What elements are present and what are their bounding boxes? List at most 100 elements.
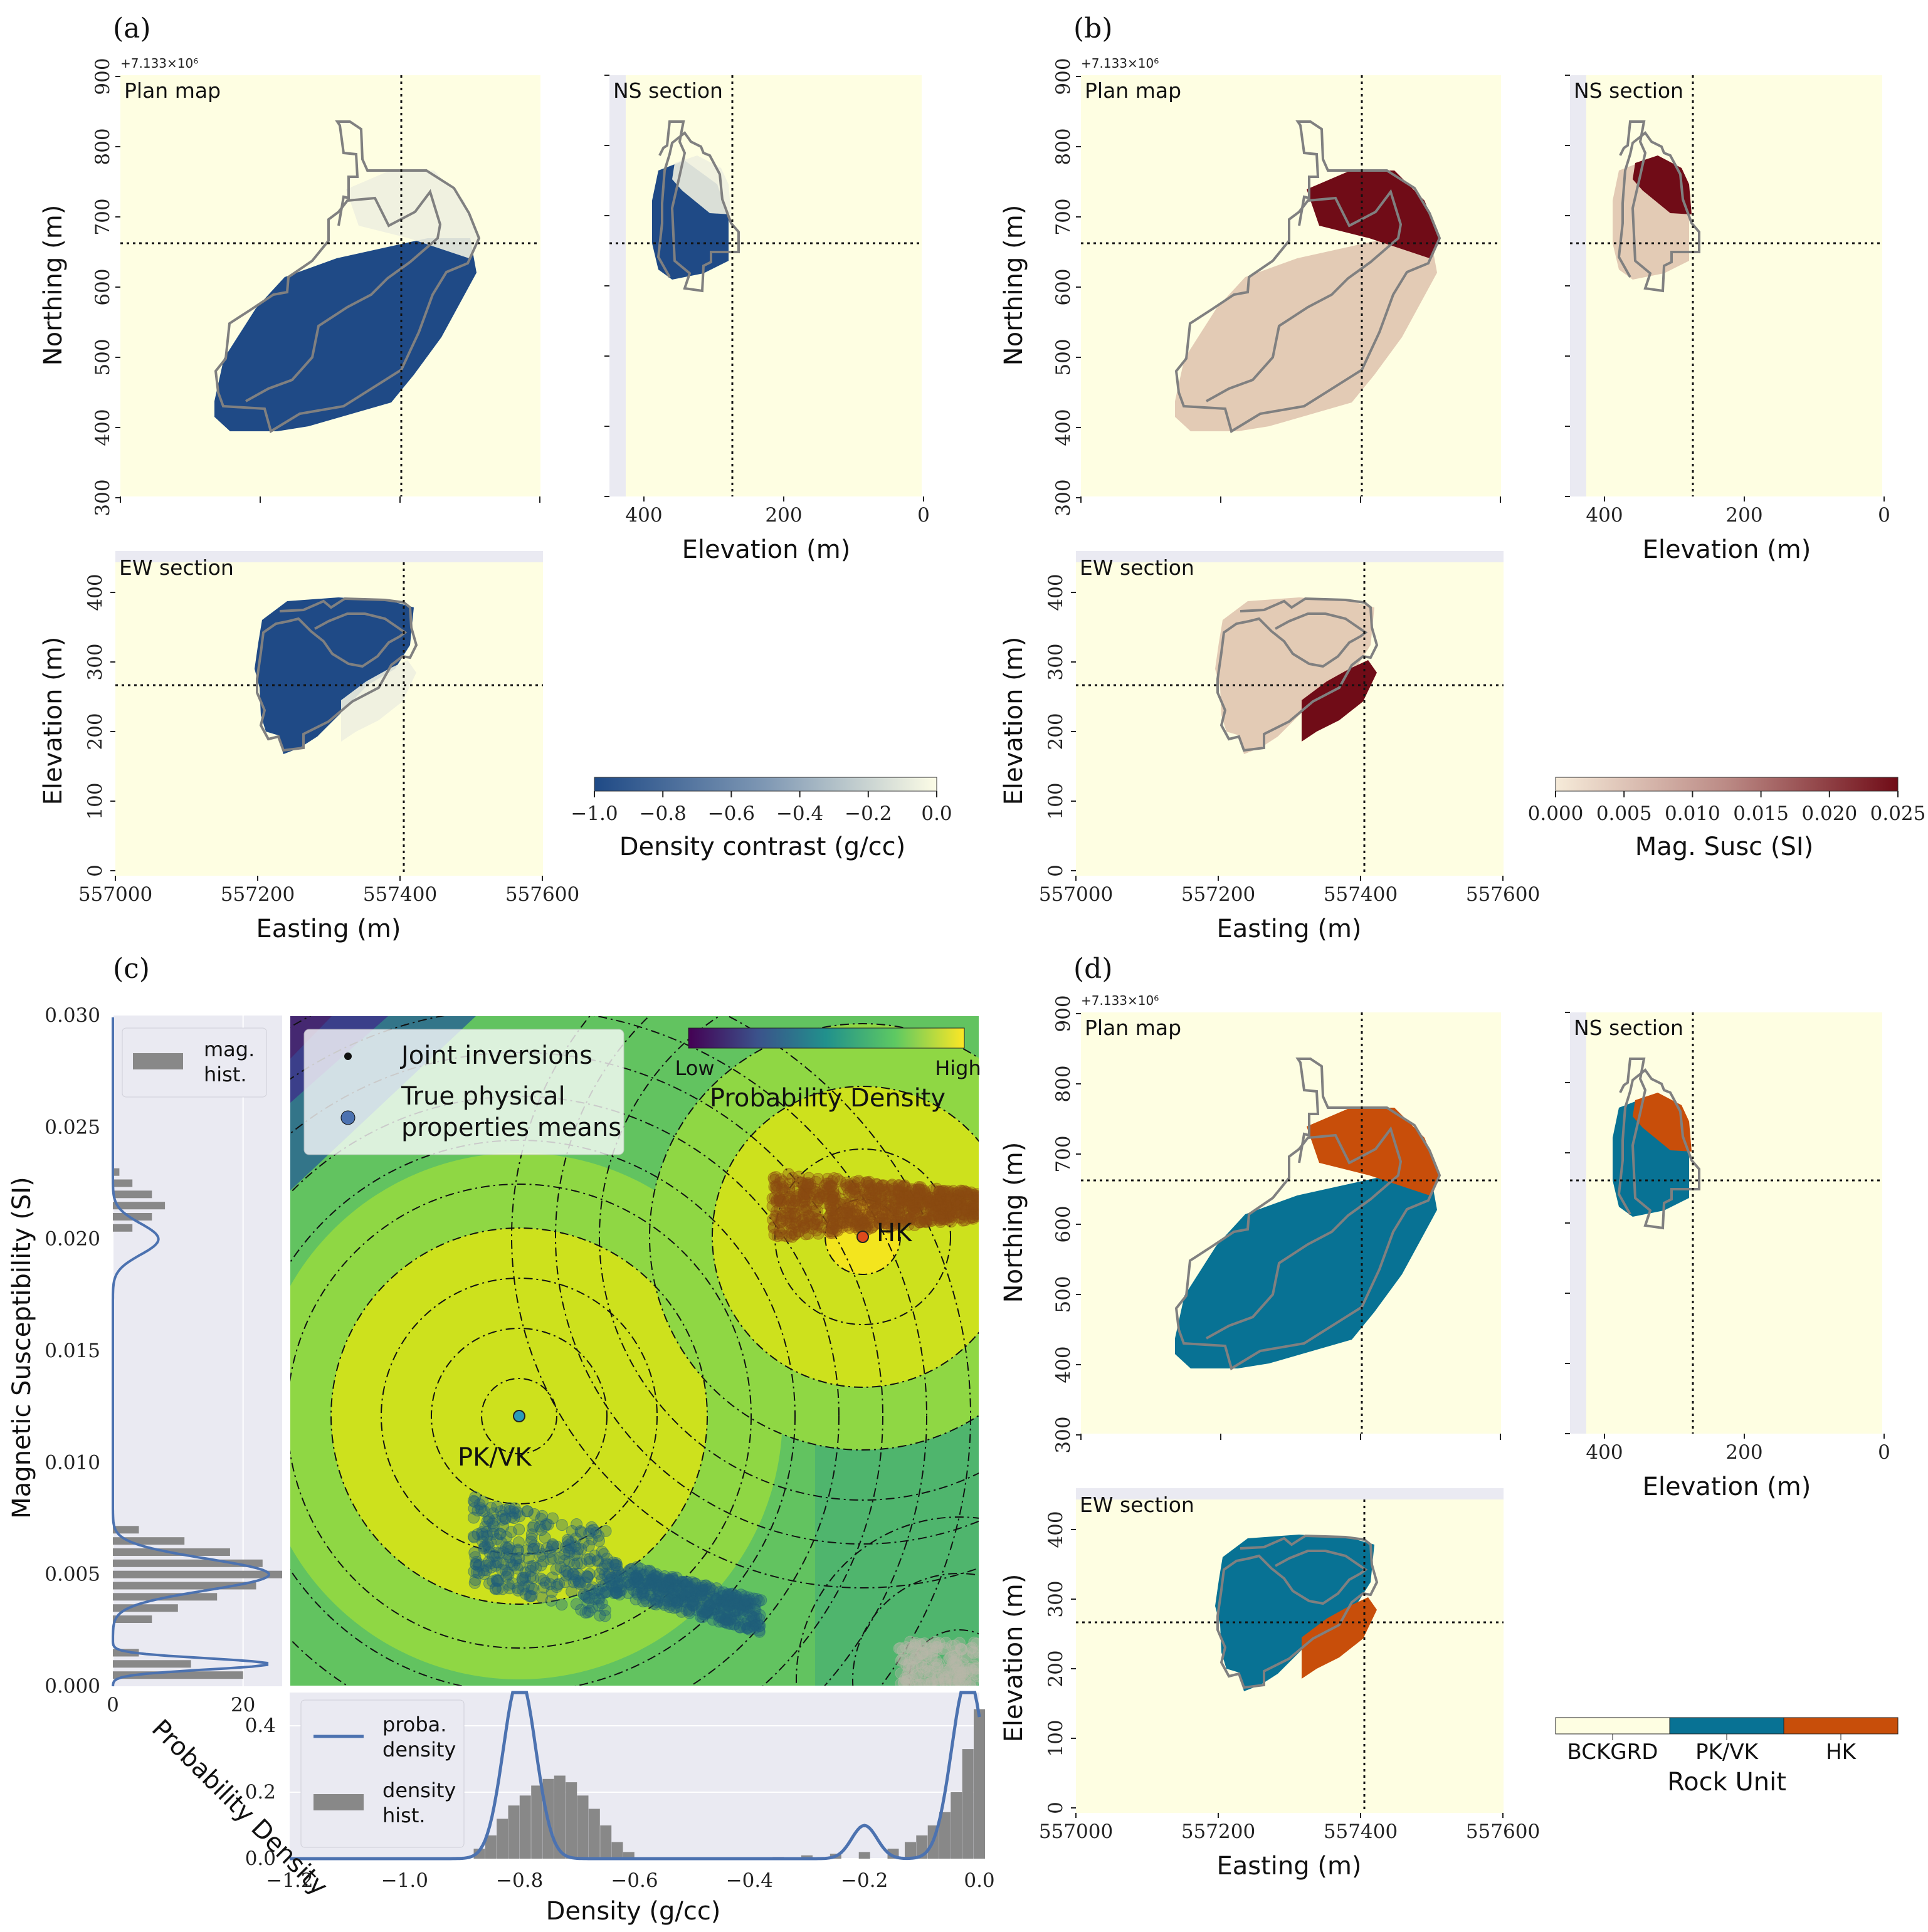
joint-inversion-point [593,1599,605,1612]
joint-inversion-point [561,1565,573,1578]
joint-inversion-point [581,1571,594,1583]
joint-inversion-point [798,1201,810,1214]
joint-inversion-point [854,1202,867,1215]
joint-inversion-point [933,1203,945,1215]
joint-inversion-point [919,1215,931,1228]
joint-inversion-point [902,1194,915,1207]
joint-inversion-point [654,1591,666,1604]
joint-inversion-point [469,1551,482,1563]
colorbar-susc-tick-label: 0.005 [1596,802,1652,825]
joint-inversion-point [604,1576,616,1588]
true-mean-hk [856,1231,869,1243]
ns-elevation-tick-label: 400 [625,504,662,527]
joint-inversion-point [924,1192,936,1204]
mag-hist-bar [113,1604,178,1612]
joint-inversion-point [480,1564,493,1577]
joint-inversion-point [585,1525,598,1537]
easting-axis-label: Easting (m) [1216,915,1361,943]
ns-elevation-tick-label: 200 [765,504,802,527]
joint-inversion-point [633,1581,645,1593]
joint-inversion-point [506,1558,519,1571]
plan-unit-outline [1174,1058,1441,1371]
density-hist-bar [905,1842,916,1859]
plan-section-label: Plan map [124,78,221,103]
joint-inversion-point [475,1502,487,1515]
joint-inversion-point [851,1214,864,1227]
joint-inversion-point [577,1536,590,1549]
ns-gray-strip [609,75,626,496]
joint-inversion-point [774,1214,787,1226]
easting-tick-label: 557400 [363,883,437,906]
joint-inversion-point [955,1644,967,1656]
ew-unit-outline [1216,597,1379,752]
plan-pkvk-body [1175,238,1437,431]
joint-inversion-point [955,1677,967,1686]
joint-inversion-point [783,1184,796,1196]
pkvk-contour [290,1016,927,1686]
ns-elevation-axis-label: Elevation (m) [682,535,851,564]
density-legend-2: density [382,1738,456,1761]
joint-inversion-point [967,1676,979,1686]
northing-axis-label: Northing (m) [999,205,1028,366]
ew-gray-strip [1076,551,1504,562]
density-hist-bar [939,1812,951,1859]
plan-unit-outline [1174,120,1441,434]
joint-inversion-point [578,1588,591,1601]
easting-tick-label: 557600 [1466,883,1540,906]
joint-inversion-point [789,1228,801,1241]
colorbar-density-label: Density contrast (g/cc) [619,832,906,861]
density-hist-bar [951,1792,962,1859]
prob-colorbar-high: High [935,1056,981,1080]
joint-inversion-point [966,1200,978,1212]
joint-inversion-point [893,1179,905,1191]
joint-inversion-point [786,1197,798,1210]
joint-inversion-point [650,1578,662,1591]
density-prob-tick-label: 0.2 [245,1781,276,1803]
joint-inversion-point [527,1520,540,1532]
density-tick-label: −0.6 [611,1869,658,1892]
plan-pkvk-body [214,238,477,431]
ew-elevation-axis-label: Elevation (m) [39,637,68,806]
ns-elevation-axis-label: Elevation (m) [1643,535,1811,564]
joint-inversion-point [911,1668,924,1680]
panel-label-d: (d) [1073,953,1113,985]
joint-inversion-point [952,1674,965,1686]
ew-elevation-tick-label: 0 [1045,1802,1067,1814]
colorbar-susc-tick-label: 0.025 [1870,802,1926,825]
northing-tick-label: 500 [92,339,114,375]
ew-pkvk-body [1215,1535,1374,1691]
joint-inversion-point [494,1528,507,1540]
joint-inversion-point [491,1575,503,1587]
pkvk-contour [290,1016,971,1686]
joint-inversion-point [786,1202,799,1214]
joint-inversion-point [840,1177,853,1189]
ew-elevation-tick-label: 100 [84,782,107,819]
panel-label-b: (b) [1073,13,1113,45]
density-hist-bar [600,1825,612,1859]
colorbar-rock: BCKGRD PK/VK HK Rock Unit [1555,1717,1899,1797]
ns-elevation-tick-label: 400 [1586,504,1623,527]
joint-inversion-point [777,1194,789,1206]
density-prob-tick-label: 0.4 [245,1714,276,1737]
density-hist-bar [485,1835,497,1859]
ew-elevation-tick-label: 400 [1045,1511,1067,1548]
northing-tick-label: 700 [1052,1135,1075,1172]
scatter-legend: Joint inversions True physical propertie… [303,1029,624,1155]
joint-inversion-point [745,1610,757,1622]
joint-inversion-point [577,1588,590,1600]
ns-gray-strip [1570,75,1586,496]
plan-pkvk-body [1175,1175,1437,1368]
joint-inversion-point [581,1570,593,1582]
hk-contour [599,1016,979,1501]
northing-tick-label: 500 [1052,1276,1075,1313]
ew-elevation-tick-label: 300 [84,643,107,680]
joint-inversion-point [481,1515,493,1528]
susceptibility-tick-label: 0.025 [45,1116,100,1138]
joint-inversion-point [575,1543,587,1555]
pkvk-contour [481,1378,557,1454]
pkvk-contour [381,1278,658,1555]
joint-inversion-point [914,1202,927,1214]
joint-inversion-point [495,1505,507,1518]
ns-section-label: NS section [613,78,723,103]
